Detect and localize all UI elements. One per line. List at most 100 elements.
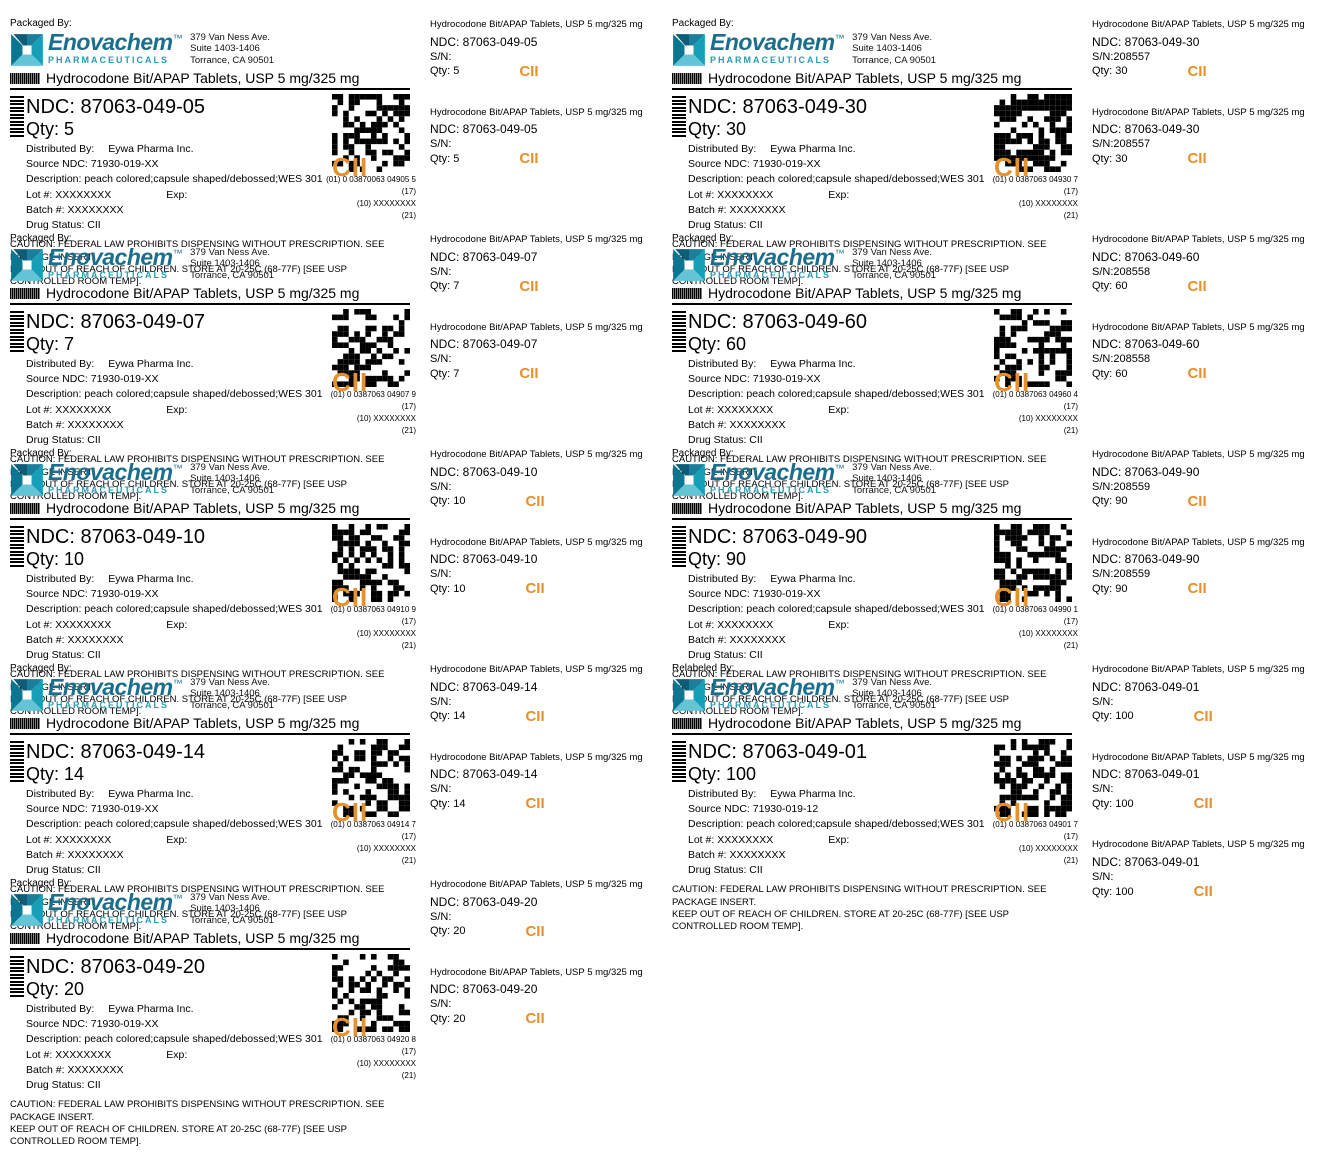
side-sn-qty07-1: S/N:: [430, 353, 652, 365]
barcode-stripe-line: [10, 103, 24, 105]
caution-text-qty100: CAUTION: FEDERAL LAW PROHIBITS DISPENSIN…: [672, 884, 1072, 933]
qty-value-qty100: Qty: 100: [688, 764, 988, 785]
brand-address-qty100: 379 Van Ness Ave. Suite 1403-1406 Torrance…: [852, 676, 936, 711]
side-info-block-qty20-1: Hydrocodone Bit/APAP Tablets, USP 5 mg/3…: [430, 966, 652, 1028]
barcode-stripe-line: [10, 311, 24, 313]
barcode-stripe-line: [672, 537, 686, 539]
barcode-stripe-line: [10, 544, 24, 546]
brand-address-qty14: 379 Van Ness Ave. Suite 1403-1406 Torrance…: [190, 676, 274, 711]
description-row-qty07: Description: peach colored;capsule shape…: [26, 387, 326, 402]
brand-subtitle: PHARMACEUTICALS: [710, 55, 844, 65]
brand-address-qty30: 379 Van Ness Ave. Suite 1403-1406 Torrance…: [852, 31, 936, 66]
barcode-stripe-line: [672, 315, 686, 317]
distributed-by-row-qty30: Distributed By: Eywa Pharma Inc.: [688, 142, 988, 157]
cii-badge-qty20: CII: [332, 1012, 368, 1043]
source-ndc-row-qty14: Source NDC: 71930-019-XX: [26, 802, 326, 817]
side-qty-qty10-1: Qty: 10: [430, 583, 465, 595]
brand-wordmark: Enovachem™: [48, 246, 182, 269]
barcode-stripe-line: [672, 748, 686, 750]
barcode-stripe-line: [10, 745, 24, 747]
brand-wordmark: Enovachem™: [710, 461, 844, 484]
enovachem-logo-icon: [672, 463, 706, 497]
side-sn-qty07-0: S/N:: [430, 266, 652, 278]
barcode-stripe-line: [10, 526, 24, 528]
ndc-value-qty30: NDC: 87063-049-30: [688, 96, 988, 119]
side-drug-line-qty05-1: Hydrocodone Bit/APAP Tablets, USP 5 mg/3…: [430, 106, 652, 121]
side-cii-badge-qty90-0: CII: [1187, 493, 1206, 510]
side-ndc-qty10-0: NDC: 87063-049-10: [430, 463, 652, 481]
barcode-stripe-line: [10, 325, 24, 327]
packaged-by-text-qty100: Relabeled By:: [672, 663, 1072, 674]
side-ndc-qty30-1: NDC: 87063-049-30: [1092, 120, 1314, 138]
side-cii-badge-qty14-1: CII: [525, 795, 544, 812]
side-cii-badge-qty20-1: CII: [525, 1010, 544, 1027]
barcode-stripe-line: [672, 329, 686, 331]
side-cii-badge-qty90-1: CII: [1187, 580, 1206, 597]
barcode-stripe-line: [10, 773, 24, 775]
side-drug-line-qty100-0: Hydrocodone Bit/APAP Tablets, USP 5 mg/3…: [1092, 663, 1314, 678]
barcode-stripe-line: [10, 537, 24, 539]
side-ndc-qty07-0: NDC: 87063-049-07: [430, 248, 652, 266]
distributed-by-row-qty20: Distributed By: Eywa Pharma Inc.: [26, 1002, 326, 1017]
distributed-by-row-qty60: Distributed By: Eywa Pharma Inc.: [688, 357, 988, 372]
barcode-stripe-line: [672, 121, 686, 123]
linear-barcode-mini: [10, 288, 40, 299]
side-drug-line-qty30-0: Hydrocodone Bit/APAP Tablets, USP 5 mg/3…: [1092, 18, 1314, 33]
barcode-stripe-line: [10, 547, 24, 549]
brand-address-qty05: 379 Van Ness Ave. Suite 1403-1406 Torrance…: [190, 31, 274, 66]
barcode-stripe-line: [10, 131, 24, 133]
drug-name-text-qty20: Hydrocodone Bit/APAP Tablets, USP 5 mg/3…: [46, 930, 359, 946]
source-ndc-row-qty60: Source NDC: 71930-019-XX: [688, 372, 988, 387]
description-row-qty10: Description: peach colored;capsule shape…: [26, 602, 326, 617]
barcode-stripe-line: [10, 960, 24, 962]
enovachem-logo-icon: [10, 678, 44, 712]
barcode-stripe-line: [10, 974, 24, 976]
barcode-stripe-line: [672, 526, 686, 528]
side-info-block-qty30-1: Hydrocodone Bit/APAP Tablets, USP 5 mg/3…: [1092, 106, 1314, 168]
brand-subtitle: PHARMACEUTICALS: [710, 700, 844, 710]
brand-subtitle: PHARMACEUTICALS: [710, 485, 844, 495]
brand-wordmark: Enovachem™: [710, 31, 844, 54]
side-qty-qty30-1: Qty: 30: [1092, 153, 1127, 165]
packaged-by-text-qty20: Packaged By:: [10, 878, 410, 889]
side-qty-qty60-0: Qty: 60: [1092, 280, 1127, 292]
left-barcode-column-qty90: [672, 524, 686, 663]
side-info-block-qty14-0: Hydrocodone Bit/APAP Tablets, USP 5 mg/3…: [430, 663, 652, 725]
brand-subtitle: PHARMACEUTICALS: [710, 270, 844, 280]
cii-badge-qty100: CII: [994, 797, 1030, 828]
source-ndc-row-qty10: Source NDC: 71930-019-XX: [26, 587, 326, 602]
barcode-stripe-line: [672, 100, 686, 102]
barcode-stripe-line: [672, 759, 686, 761]
barcode-stripe-line: [672, 117, 686, 119]
packaged-by-text-qty10: Packaged By:: [10, 448, 410, 459]
side-info-block-qty100-2: Hydrocodone Bit/APAP Tablets, USP 5 mg/3…: [1092, 838, 1314, 900]
brand-subtitle: PHARMACEUTICALS: [48, 485, 182, 495]
packaged-by-text-qty14: Packaged By:: [10, 663, 410, 674]
side-qty-qty60-1: Qty: 60: [1092, 368, 1127, 380]
side-ndc-qty20-1: NDC: 87063-049-20: [430, 980, 652, 998]
distributed-by-row-qty07: Distributed By: Eywa Pharma Inc.: [26, 357, 326, 372]
barcode-stripe-line: [10, 561, 24, 563]
barcode-stripe-line: [10, 963, 24, 965]
distributed-by-row-qty05: Distributed By: Eywa Pharma Inc.: [26, 142, 326, 157]
source-ndc-value-qty100: 71930-019-12: [753, 802, 818, 817]
side-sn-qty30-0: S/N:208557: [1092, 51, 1314, 63]
ndc-value-qty100: NDC: 87063-049-01: [688, 741, 988, 764]
side-qty-qty30-0: Qty: 30: [1092, 65, 1127, 77]
lot-exp-row-qty60: Lot #: XXXXXXXX Exp:: [688, 403, 988, 418]
distributed-by-row-qty14: Distributed By: Eywa Pharma Inc.: [26, 787, 326, 802]
distributed-by-row-qty90: Distributed By: Eywa Pharma Inc.: [688, 572, 988, 587]
source-ndc-row-qty05: Source NDC: 71930-019-XX: [26, 157, 326, 172]
side-drug-line-qty90-1: Hydrocodone Bit/APAP Tablets, USP 5 mg/3…: [1092, 536, 1314, 551]
side-info-block-qty90-1: Hydrocodone Bit/APAP Tablets, USP 5 mg/3…: [1092, 536, 1314, 598]
cii-badge-qty14: CII: [332, 797, 368, 828]
side-sn-qty05-0: S/N:: [430, 51, 652, 63]
drug-status-row-qty100: Drug Status: CII: [688, 863, 988, 878]
drug-status-row-qty20: Drug Status: CII: [26, 1078, 326, 1093]
barcode-stripe-line: [10, 755, 24, 757]
brand-subtitle: PHARMACEUTICALS: [48, 915, 182, 925]
side-sn-qty10-0: S/N:: [430, 481, 652, 493]
source-ndc-value-qty60: 71930-019-XX: [753, 372, 821, 387]
barcode-stripe-line: [10, 752, 24, 754]
side-drug-line-qty90-0: Hydrocodone Bit/APAP Tablets, USP 5 mg/3…: [1092, 448, 1314, 463]
